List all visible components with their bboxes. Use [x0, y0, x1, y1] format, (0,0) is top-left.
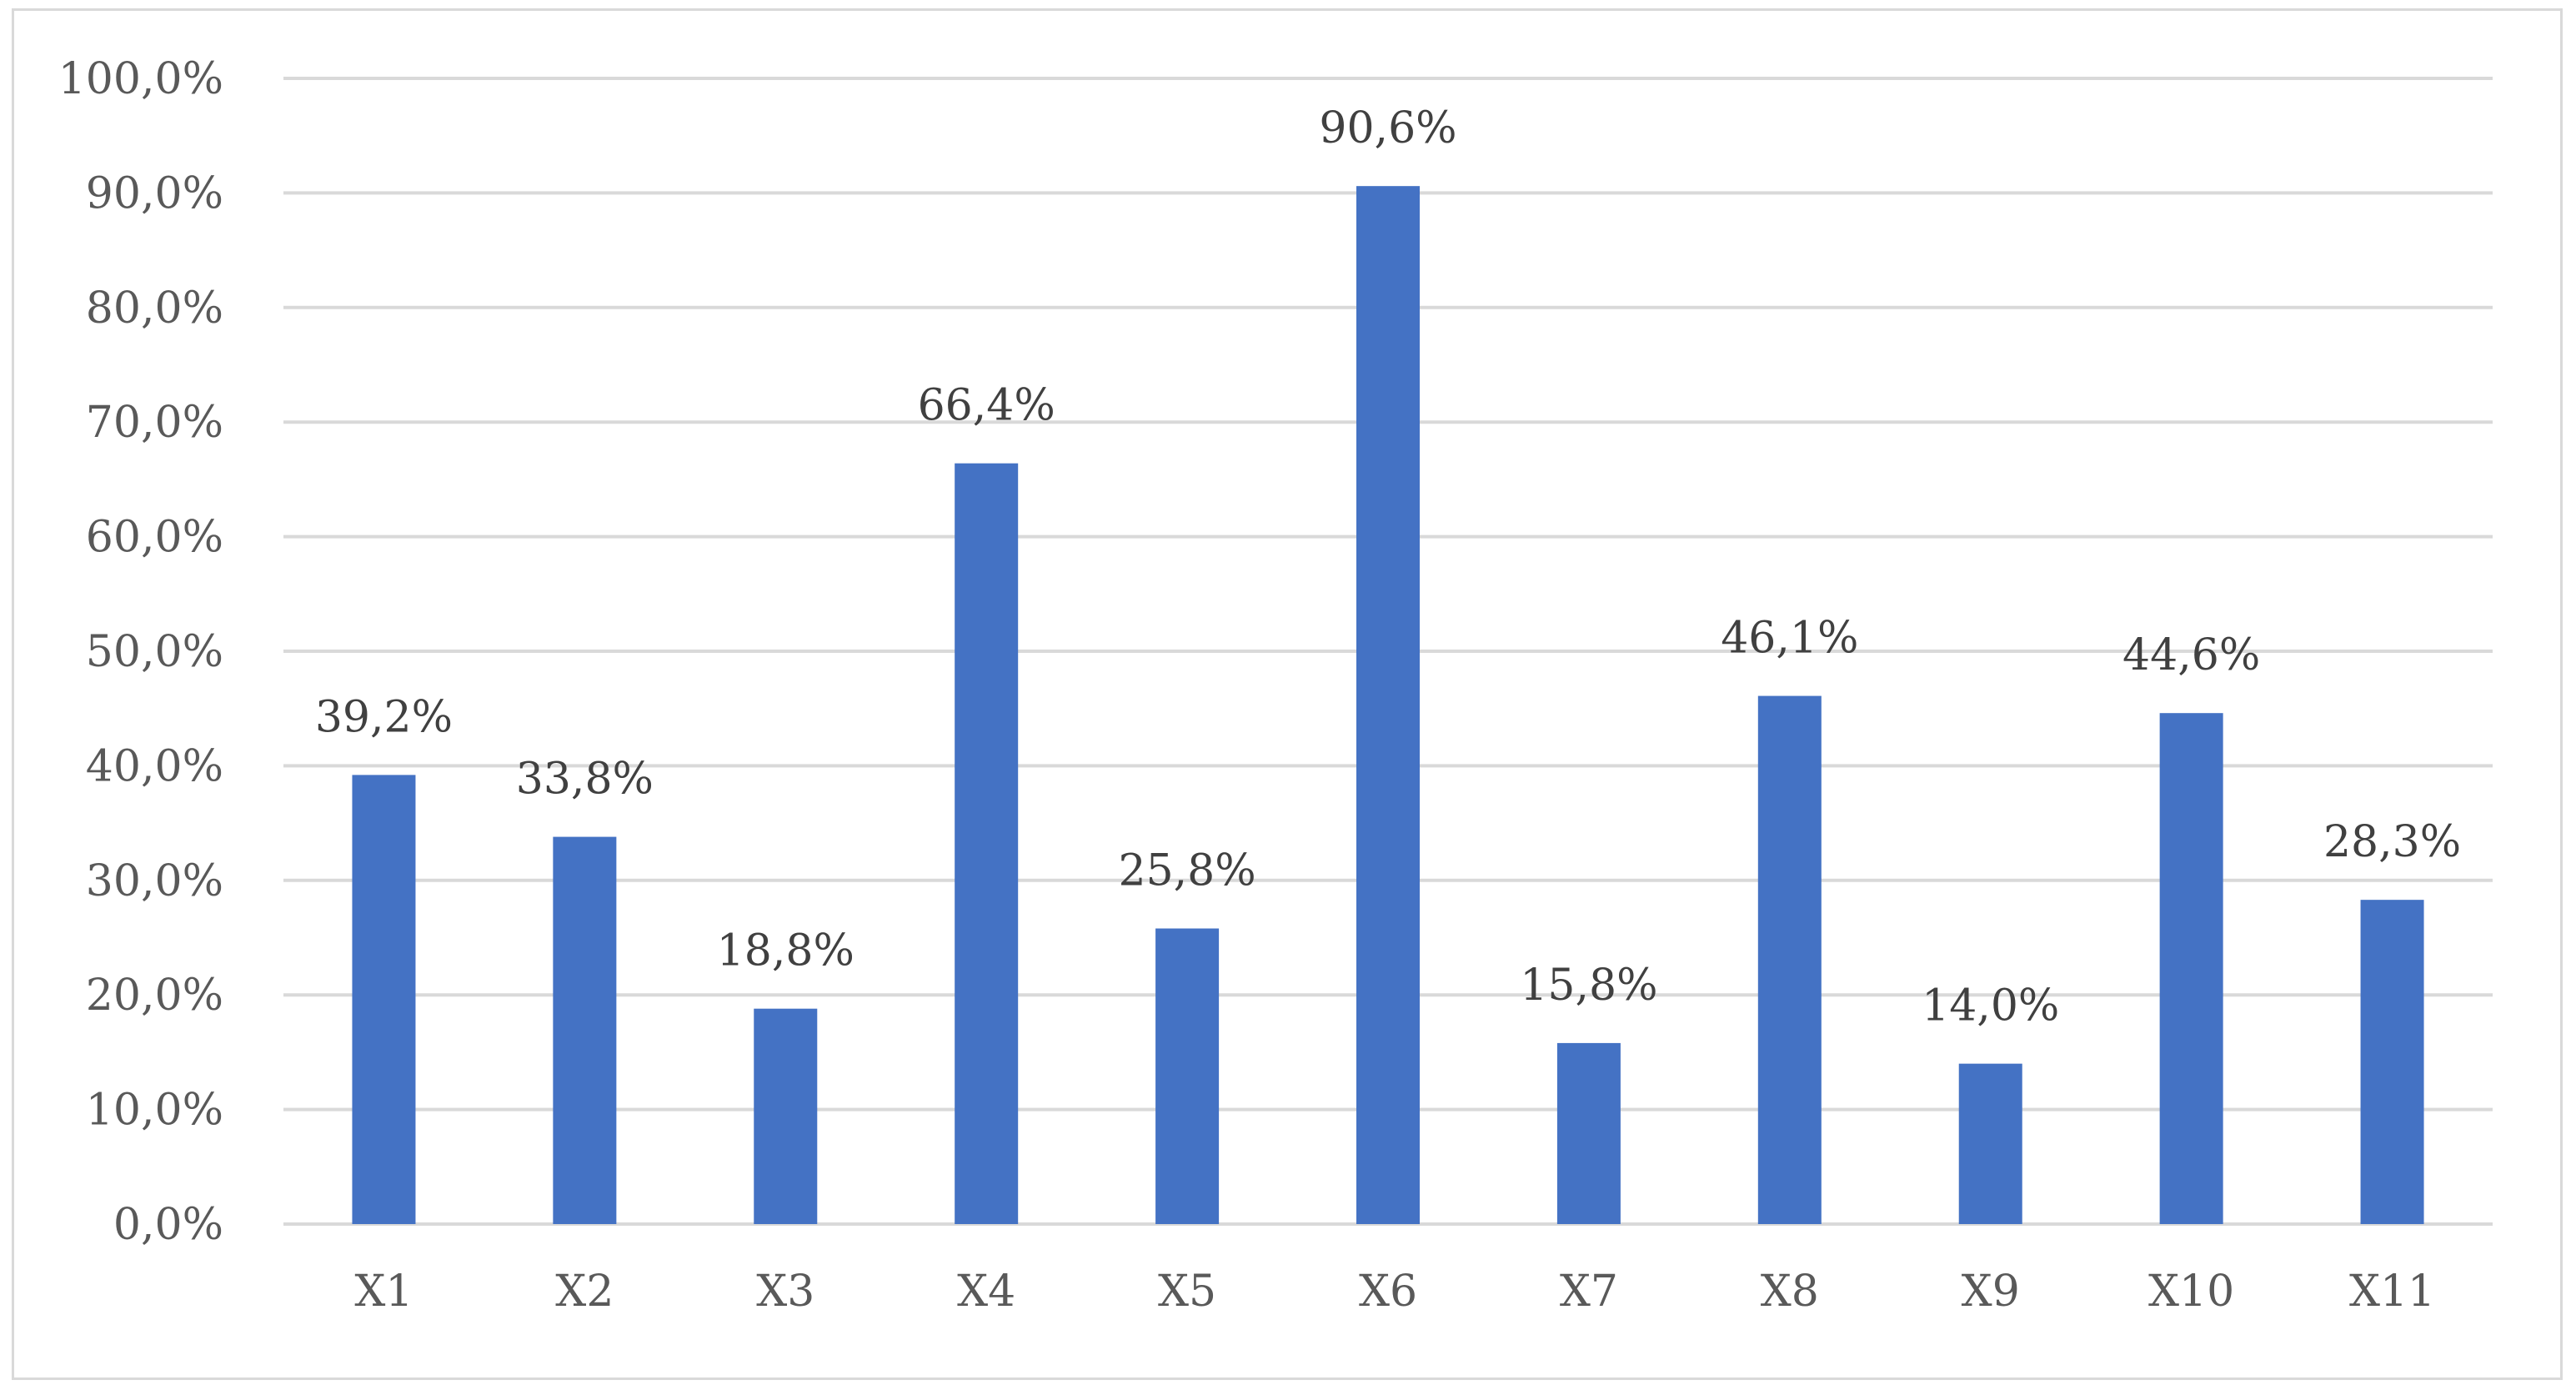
- data-labels: 39,2% 33,8% 18,8% 66,4% 25,8% 90,6% 15,8% 46,1%…: [315, 103, 2461, 1031]
- data-label-x10: 44,6%: [2122, 630, 2260, 680]
- bar-x3: [754, 1008, 818, 1224]
- bar-x8: [1757, 695, 1822, 1224]
- y-tick-label: 40,0%: [86, 741, 223, 791]
- y-tick-label: 10,0%: [86, 1086, 223, 1136]
- bar-x4: [955, 463, 1019, 1224]
- y-axis-tick-labels: 0,0% 10,0% 20,0% 30,0% 40,0% 50,0% 60,0% 70,0% 8…: [58, 54, 223, 1250]
- x-tick-label-x8: X8: [1761, 1267, 1819, 1317]
- bar-x1: [352, 775, 416, 1224]
- x-axis-tick-labels: X1 X2 X3 X4 X5 X6 X7 X8 X9 X10 X11: [354, 1267, 2435, 1317]
- x-tick-label-x5: X5: [1158, 1267, 1216, 1317]
- data-label-x4: 66,4%: [918, 381, 1055, 431]
- y-tick-label: 50,0%: [86, 627, 223, 677]
- x-tick-label-x7: X7: [1560, 1267, 1618, 1317]
- bar-x7: [1556, 1042, 1621, 1224]
- x-tick-label-x3: X3: [756, 1267, 814, 1317]
- y-tick-label: 70,0%: [86, 398, 223, 448]
- data-label-x11: 28,3%: [2323, 817, 2461, 867]
- bars: [352, 186, 2424, 1224]
- data-label-x6: 90,6%: [1319, 103, 1456, 153]
- x-tick-label-x6: X6: [1359, 1267, 1417, 1317]
- bar-x2: [553, 836, 617, 1224]
- data-label-x7: 15,8%: [1520, 961, 1657, 1011]
- x-tick-label-x4: X4: [957, 1267, 1015, 1317]
- y-tick-label: 20,0%: [86, 971, 223, 1021]
- y-tick-label: 80,0%: [86, 284, 223, 334]
- y-tick-label: 100,0%: [58, 54, 223, 104]
- data-label-x3: 18,8%: [717, 926, 854, 976]
- x-tick-label-x10: X10: [2148, 1267, 2234, 1317]
- x-tick-label-x11: X11: [2349, 1267, 2435, 1317]
- chart-frame: [12, 8, 2563, 1380]
- y-tick-label: 60,0%: [86, 513, 223, 563]
- y-tick-label: 30,0%: [86, 856, 223, 906]
- data-label-x9: 14,0%: [1922, 981, 2059, 1031]
- bar-x5: [1155, 928, 1220, 1224]
- bar-x10: [2159, 713, 2223, 1224]
- x-tick-label-x9: X9: [1962, 1267, 2020, 1317]
- x-tick-label-x2: X2: [555, 1267, 614, 1317]
- bar-x6: [1356, 186, 1420, 1224]
- data-label-x2: 33,8%: [516, 755, 654, 805]
- data-label-x8: 46,1%: [1721, 614, 1858, 664]
- x-tick-label-x1: X1: [354, 1267, 413, 1317]
- y-tick-label: 90,0%: [86, 168, 223, 218]
- bar-x9: [1958, 1063, 2022, 1224]
- data-label-x5: 25,8%: [1118, 846, 1255, 896]
- y-tick-label: 0,0%: [113, 1200, 223, 1250]
- bar-x11: [2360, 900, 2424, 1224]
- data-label-x1: 39,2%: [315, 692, 453, 742]
